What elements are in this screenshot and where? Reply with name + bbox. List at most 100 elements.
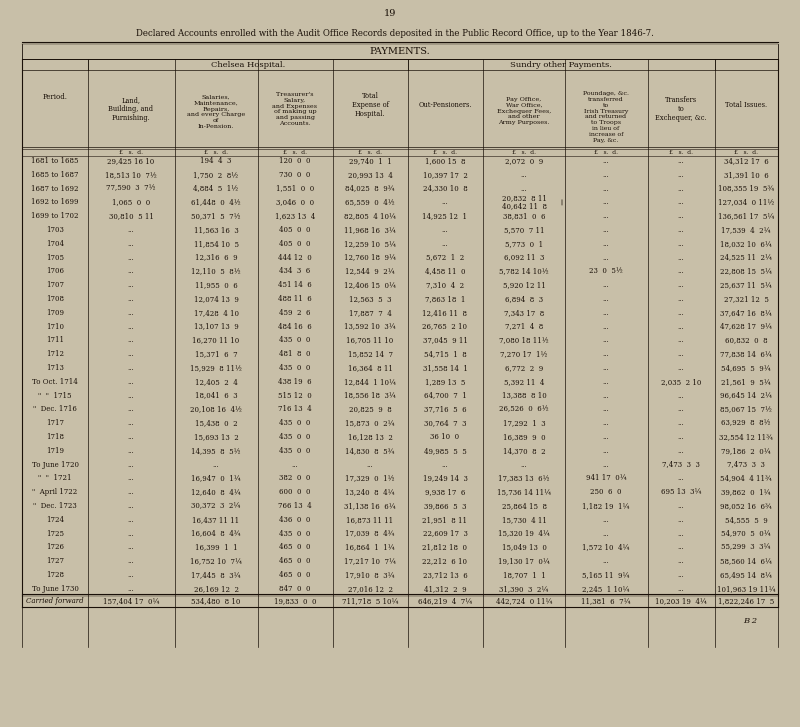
Text: 1,182 19  1¼: 1,182 19 1¼: [582, 502, 630, 510]
Text: 12,406 15  0¼: 12,406 15 0¼: [344, 281, 396, 289]
Text: 20,825  9  8: 20,825 9 8: [349, 406, 391, 414]
Text: 31,558 14  1: 31,558 14 1: [422, 364, 467, 372]
Text: 7,473  3  3: 7,473 3 3: [662, 461, 700, 469]
Text: 9,938 17  6: 9,938 17 6: [425, 489, 465, 497]
Text: Out-Pensioners.: Out-Pensioners.: [418, 101, 472, 109]
Text: 84,025  8  9¾: 84,025 8 9¾: [346, 185, 394, 193]
Text: 22,609 17  3: 22,609 17 3: [422, 529, 467, 537]
Text: 16,873 11 11: 16,873 11 11: [346, 515, 394, 523]
Text: 29,740  1  1: 29,740 1 1: [349, 157, 391, 165]
Text: 711,718  5 10¼: 711,718 5 10¼: [342, 597, 398, 605]
Text: 18,513 10  7½: 18,513 10 7½: [105, 171, 157, 179]
Text: ...: ...: [678, 226, 684, 234]
Text: 3,046  0  0: 3,046 0 0: [276, 198, 314, 206]
Text: ...: ...: [678, 571, 684, 579]
Text: 120  0  0: 120 0 0: [279, 157, 310, 165]
Text: 11,381  6  7¼: 11,381 6 7¼: [582, 597, 630, 605]
Text: 7,473  3  3: 7,473 3 3: [727, 461, 765, 469]
Text: 34,312 17  6: 34,312 17 6: [724, 157, 768, 165]
Text: 646,219  4  7¼: 646,219 4 7¼: [418, 597, 472, 605]
Text: 11,563 16  3: 11,563 16 3: [194, 226, 238, 234]
Text: ...: ...: [128, 323, 134, 331]
Text: 12,259 10  5¼: 12,259 10 5¼: [344, 240, 396, 248]
Text: 1709: 1709: [46, 309, 64, 317]
Text: 847  0  0: 847 0 0: [279, 585, 310, 593]
Text: 14,395  8  5½: 14,395 8 5½: [191, 447, 241, 455]
Text: 438 19  6: 438 19 6: [278, 378, 312, 386]
Text: 63,929  8  8½: 63,929 8 8½: [722, 419, 770, 427]
Text: 436  0  0: 436 0 0: [279, 515, 310, 523]
Text: ...: ...: [602, 281, 610, 289]
Text: ...: ...: [128, 585, 134, 593]
Text: Transfers
to
Exchequer, &c.: Transfers to Exchequer, &c.: [655, 96, 707, 122]
Text: 12,316  6  9: 12,316 6 9: [194, 254, 238, 262]
Text: Total
Expense of
Hospital.: Total Expense of Hospital.: [351, 92, 389, 119]
Text: 15,371  6  7: 15,371 6 7: [194, 350, 238, 358]
Text: ...: ...: [128, 240, 134, 248]
Text: 25,637 11  5¼: 25,637 11 5¼: [720, 281, 772, 289]
Text: 1687 to 1692: 1687 to 1692: [31, 185, 78, 193]
Text: ...: ...: [678, 585, 684, 593]
Text: 26,169 12  2: 26,169 12 2: [194, 585, 238, 593]
Text: ...: ...: [602, 350, 610, 358]
Text: 19,249 14  3: 19,249 14 3: [422, 475, 467, 483]
Text: 16,389  9  0: 16,389 9 0: [502, 433, 546, 441]
Text: 1,572 10  4¼: 1,572 10 4¼: [582, 543, 630, 551]
Text: ...: ...: [128, 489, 134, 497]
Text: ...: ...: [602, 171, 610, 179]
Text: 1,600 15  8: 1,600 15 8: [425, 157, 466, 165]
Text: 18,556 18  3¼: 18,556 18 3¼: [344, 392, 396, 400]
Text: ...: ...: [602, 323, 610, 331]
Text: ...: ...: [678, 433, 684, 441]
Text: 435  0  0: 435 0 0: [279, 337, 310, 345]
Text: 40,642 11  8: 40,642 11 8: [502, 202, 546, 210]
Text: ...: ...: [602, 557, 610, 565]
Text: ...: ...: [128, 419, 134, 427]
Text: £   s.  d.: £ s. d.: [594, 150, 618, 155]
Text: 22,808 15  5¼: 22,808 15 5¼: [720, 268, 772, 276]
Text: 1685 to 1687: 1685 to 1687: [31, 171, 78, 179]
Text: 435  0  0: 435 0 0: [279, 447, 310, 455]
Text: 65,495 14  8¼: 65,495 14 8¼: [720, 571, 772, 579]
Text: ...: ...: [128, 447, 134, 455]
Text: 2,245  1 10¼: 2,245 1 10¼: [582, 585, 630, 593]
Text: ...: ...: [602, 447, 610, 455]
Text: 5,165 11  9¼: 5,165 11 9¼: [582, 571, 630, 579]
Text: ...: ...: [678, 157, 684, 165]
Text: 19,833  0  0: 19,833 0 0: [274, 597, 316, 605]
Text: 16,270 11 10: 16,270 11 10: [192, 337, 240, 345]
Text: ...: ...: [678, 295, 684, 303]
Text: 7,310  4  2: 7,310 4 2: [426, 281, 464, 289]
Text: 16,705 11 10: 16,705 11 10: [346, 337, 394, 345]
Text: 60,832  0  8: 60,832 0 8: [725, 337, 767, 345]
Text: ...: ...: [602, 419, 610, 427]
Text: Period.: Period.: [42, 93, 67, 101]
Text: 19: 19: [384, 9, 396, 17]
Text: Declared Accounts enrolled with the Audit Office Records deposited in the Public: Declared Accounts enrolled with the Audi…: [136, 30, 654, 39]
Text: 15,693 13  2: 15,693 13 2: [194, 433, 238, 441]
Text: ...: ...: [678, 543, 684, 551]
Text: 11,955  0  6: 11,955 0 6: [194, 281, 238, 289]
Text: 47,628 17  9¼: 47,628 17 9¼: [720, 323, 772, 331]
Text: 26,526  0  6½: 26,526 0 6½: [499, 406, 549, 414]
Text: 16,864  1  1¼: 16,864 1 1¼: [345, 543, 395, 551]
Text: ...: ...: [602, 212, 610, 220]
Text: 17,292  1  3: 17,292 1 3: [502, 419, 546, 427]
Text: 82,805  4 10¼: 82,805 4 10¼: [344, 212, 396, 220]
Text: ...: ...: [678, 337, 684, 345]
Text: ...: ...: [128, 406, 134, 414]
Text: 15,730  4 11: 15,730 4 11: [502, 515, 546, 523]
Text: ...: ...: [521, 185, 527, 193]
Text: 39,866  5  3: 39,866 5 3: [424, 502, 466, 510]
Text: 1713: 1713: [46, 364, 64, 372]
Text: 1681 to 1685: 1681 to 1685: [31, 157, 78, 165]
Text: ...: ...: [128, 295, 134, 303]
Text: 17,887  7  4: 17,887 7 4: [349, 309, 391, 317]
Text: ...: ...: [678, 502, 684, 510]
Text: 1,750  2  8½: 1,750 2 8½: [194, 171, 238, 179]
Text: 24,525 11  2¼: 24,525 11 2¼: [720, 254, 772, 262]
Text: ...: ...: [128, 529, 134, 537]
Text: 77,838 14  6¼: 77,838 14 6¼: [720, 350, 772, 358]
Text: 1726: 1726: [46, 543, 64, 551]
Text: 21,951  8 11: 21,951 8 11: [422, 515, 467, 523]
